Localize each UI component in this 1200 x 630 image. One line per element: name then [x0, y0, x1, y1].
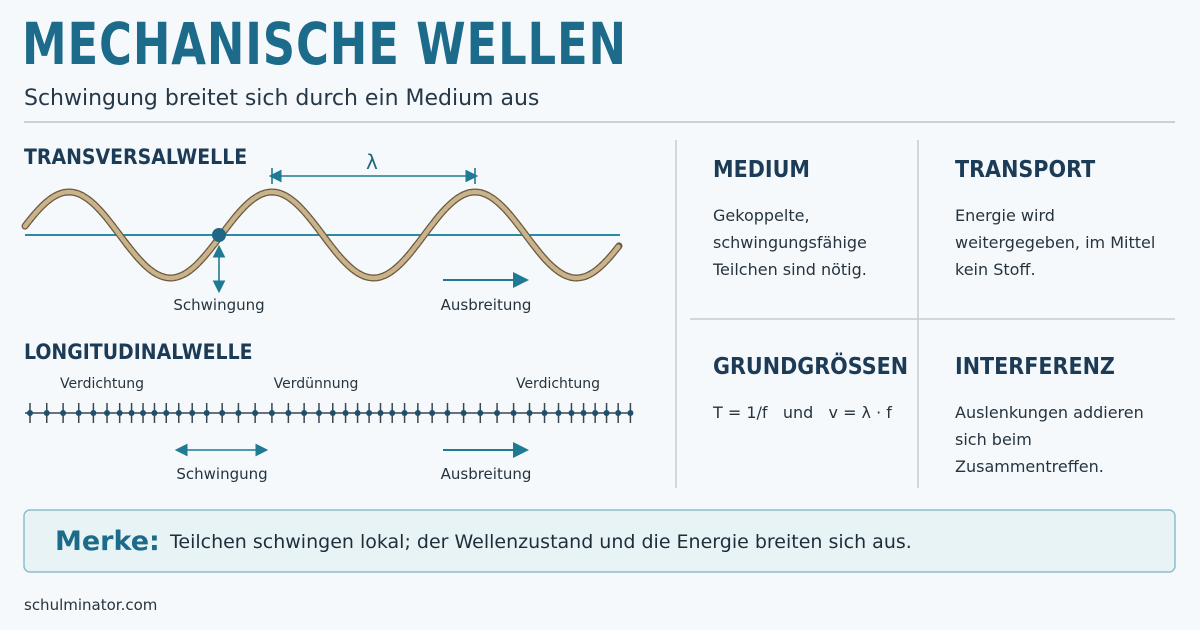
particle: [580, 410, 587, 416]
particle: [27, 410, 33, 416]
particle: [235, 410, 242, 416]
particle: [252, 410, 259, 416]
particle: [444, 410, 451, 416]
particle: [60, 410, 67, 416]
particle: [414, 410, 421, 416]
particle: [510, 410, 517, 416]
note-text: Teilchen schwingen lokal; der Wellenzust…: [170, 531, 912, 553]
particle: [90, 410, 97, 416]
particle: [189, 410, 196, 416]
wavelength-label: λ: [366, 150, 378, 174]
section-title: LONGITUDINALWELLE: [24, 340, 253, 364]
particle: [140, 410, 147, 416]
particle: [477, 410, 484, 416]
particle: [555, 410, 562, 416]
card-text: T = 1/f und v = λ · f: [713, 403, 892, 422]
card-title: TRANSPORT: [955, 157, 1096, 183]
label: Verdichtung: [515, 376, 601, 392]
particle: [43, 410, 50, 416]
section-title: TRANSVERSALWELLE: [24, 145, 248, 169]
particle: [354, 410, 361, 416]
particle: [429, 410, 436, 416]
particle: [401, 410, 408, 416]
card-text: Energie wird weitergegeben, im Mittel ke…: [955, 206, 1156, 279]
particle: [175, 410, 182, 416]
particle: [568, 410, 575, 416]
particle: [104, 410, 111, 416]
particle: [301, 410, 308, 416]
title: MECHANISCHE WELLEN: [22, 10, 627, 78]
particle: [342, 410, 349, 416]
card-title: GRUNDGRÖSSEN: [713, 354, 909, 380]
particle: [615, 410, 622, 416]
particle: [128, 410, 135, 416]
particle: [212, 228, 226, 242]
particle: [329, 410, 336, 416]
label: Ausbreitung: [440, 296, 532, 314]
label: Ausbreitung: [440, 465, 532, 483]
particle: [460, 410, 467, 416]
label: Schwingung: [176, 465, 268, 483]
particle: [116, 410, 123, 416]
particle: [75, 410, 82, 416]
label: Schwingung: [173, 296, 265, 314]
particle: [494, 410, 501, 416]
particle: [268, 410, 275, 416]
rope: [22, 189, 622, 281]
particle: [377, 410, 384, 416]
particle: [366, 410, 373, 416]
particle: [603, 410, 610, 416]
particle: [151, 410, 158, 416]
particle: [592, 410, 599, 416]
card-text: Gekoppelte, schwingungsfähige Teilchen s…: [713, 206, 867, 279]
note-box: [23, 509, 1176, 573]
particle: [163, 410, 170, 416]
note-label: Merke:: [55, 526, 160, 557]
particle: [627, 410, 634, 416]
particle: [541, 410, 548, 416]
particle: [315, 410, 322, 416]
card-text: Auslenkungen addieren sich beim Zusammen…: [955, 403, 1144, 476]
label: Verdünnung: [273, 376, 359, 392]
footer: schulminator.com: [24, 596, 158, 614]
card-title: INTERFERENZ: [955, 354, 1115, 380]
particle: [389, 410, 396, 416]
longitudinal-chain: [25, 403, 634, 423]
particle: [526, 410, 533, 416]
label: Verdichtung: [59, 376, 145, 392]
card-title: MEDIUM: [713, 157, 811, 183]
particle: [203, 410, 210, 416]
particle: [285, 410, 292, 416]
particle: [219, 410, 226, 416]
subtitle: Schwingung breitet sich durch ein Medium…: [24, 86, 540, 111]
